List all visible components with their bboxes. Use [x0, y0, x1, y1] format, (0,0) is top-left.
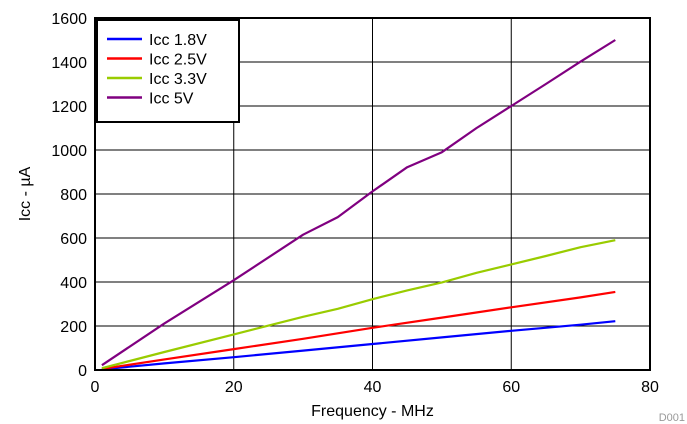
- x-axis-title: Frequency - MHz: [311, 403, 434, 420]
- y-tick-label: 1600: [51, 11, 87, 28]
- x-tick-label: 20: [225, 379, 243, 396]
- y-tick-label: 1200: [51, 99, 87, 116]
- y-axis-title: Icc - µA: [17, 166, 34, 221]
- grid-lines: [95, 18, 650, 370]
- y-tick-label: 600: [60, 231, 87, 248]
- legend-items: Icc 1.8V Icc 2.5V Icc 3.3V Icc 5V: [107, 32, 207, 108]
- x-tick-labels: 0 20 40 60 80: [91, 379, 659, 396]
- y-tick-labels: 0 200 400 600 800 1000 1200 1400 1600: [51, 11, 87, 380]
- x-tick-label: 60: [502, 379, 520, 396]
- x-tick-label: 0: [91, 379, 100, 396]
- series-line-3: [101, 239, 616, 370]
- legend: Icc 1.8V Icc 2.5V Icc 3.3V Icc 5V: [96, 19, 240, 123]
- y-tick-label: 1400: [51, 55, 87, 72]
- legend-label-2: Icc 2.5V: [149, 52, 207, 69]
- series-line-4: [101, 39, 616, 367]
- series-lines: [101, 39, 616, 371]
- y-tick-label: 1000: [51, 143, 87, 160]
- legend-label-1: Icc 1.8V: [149, 32, 207, 49]
- y-tick-label: 200: [60, 319, 87, 336]
- legend-label-3: Icc 3.3V: [149, 71, 207, 88]
- plot-frame: [94, 17, 651, 371]
- legend-box: [96, 19, 240, 123]
- series-line-1: [101, 320, 616, 371]
- x-tick-label: 40: [364, 379, 382, 396]
- y-tick-label: 800: [60, 187, 87, 204]
- figure-id-label: D001: [659, 412, 685, 424]
- series-line-2: [101, 290, 616, 370]
- x-tick-label: 80: [641, 379, 659, 396]
- legend-label-4: Icc 5V: [149, 91, 194, 108]
- y-tick-label: 0: [78, 363, 87, 380]
- y-tick-label: 400: [60, 275, 87, 292]
